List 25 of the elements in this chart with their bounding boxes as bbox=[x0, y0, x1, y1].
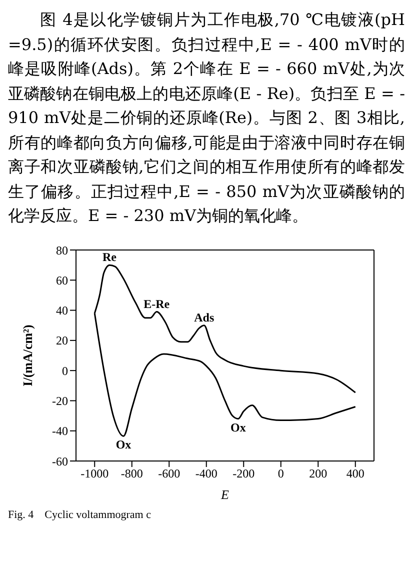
y-tick-label: 80 bbox=[56, 242, 68, 257]
x-axis-title: E bbox=[220, 486, 230, 502]
y-tick-label: 40 bbox=[56, 303, 68, 318]
x-tick-label: 0 bbox=[278, 466, 284, 480]
x-tick-label: -600 bbox=[158, 466, 180, 480]
y-tick-label: -40 bbox=[52, 424, 68, 438]
annotation: Ox bbox=[230, 420, 246, 434]
x-tick-label: -1000 bbox=[80, 466, 109, 480]
y-tick-label: -20 bbox=[52, 393, 68, 408]
x-tick-label: 200 bbox=[309, 466, 328, 480]
caption: Fig. 4 Cyclic voltammogram c bbox=[8, 508, 152, 520]
text: 图 4是以化学镀铜片为工作电极,70 ℃电镀液(pH =9.5)的循环伏安图。负扫过程中,E = - 400 mV时的峰是吸附峰(Ads)。第 2个峰在 E = - 660 mV处,为次亚磷酸钠在铜电极上的电还原峰(E - Re)。负扫至 E = - 910 mV处是二价铜的还原峰(Re)。与图 2、图 3相比,所有的峰都向负方向偏移,可能是由于溶液中同时存在铜离子和次亚磷酸钠,它们之间的相互作用使所有的峰都发生了偏移。正扫过程中,E = - 850 mV为次亚磷酸钠的化学反应。E = - 230 mV为铜的氧化峰。 bbox=[8, 10, 405, 225]
annotation: Re bbox=[102, 250, 118, 264]
x-tick-label: -800 bbox=[120, 466, 143, 480]
annotation: E-Re bbox=[144, 296, 170, 310]
annotation: Ads bbox=[194, 310, 214, 324]
y-axis-title: I/(mA/cm²) bbox=[20, 324, 35, 386]
x-tick-label: -400 bbox=[195, 466, 218, 480]
x-tick-label: -200 bbox=[232, 466, 255, 480]
y-tick-label: 20 bbox=[56, 333, 68, 348]
y-tick-label: 0 bbox=[62, 363, 68, 378]
x-tick-label: 400 bbox=[346, 466, 364, 480]
annotation: Ox bbox=[116, 437, 132, 452]
y-tick-label: -60 bbox=[52, 454, 68, 468]
y-tick-label: 60 bbox=[56, 272, 68, 287]
